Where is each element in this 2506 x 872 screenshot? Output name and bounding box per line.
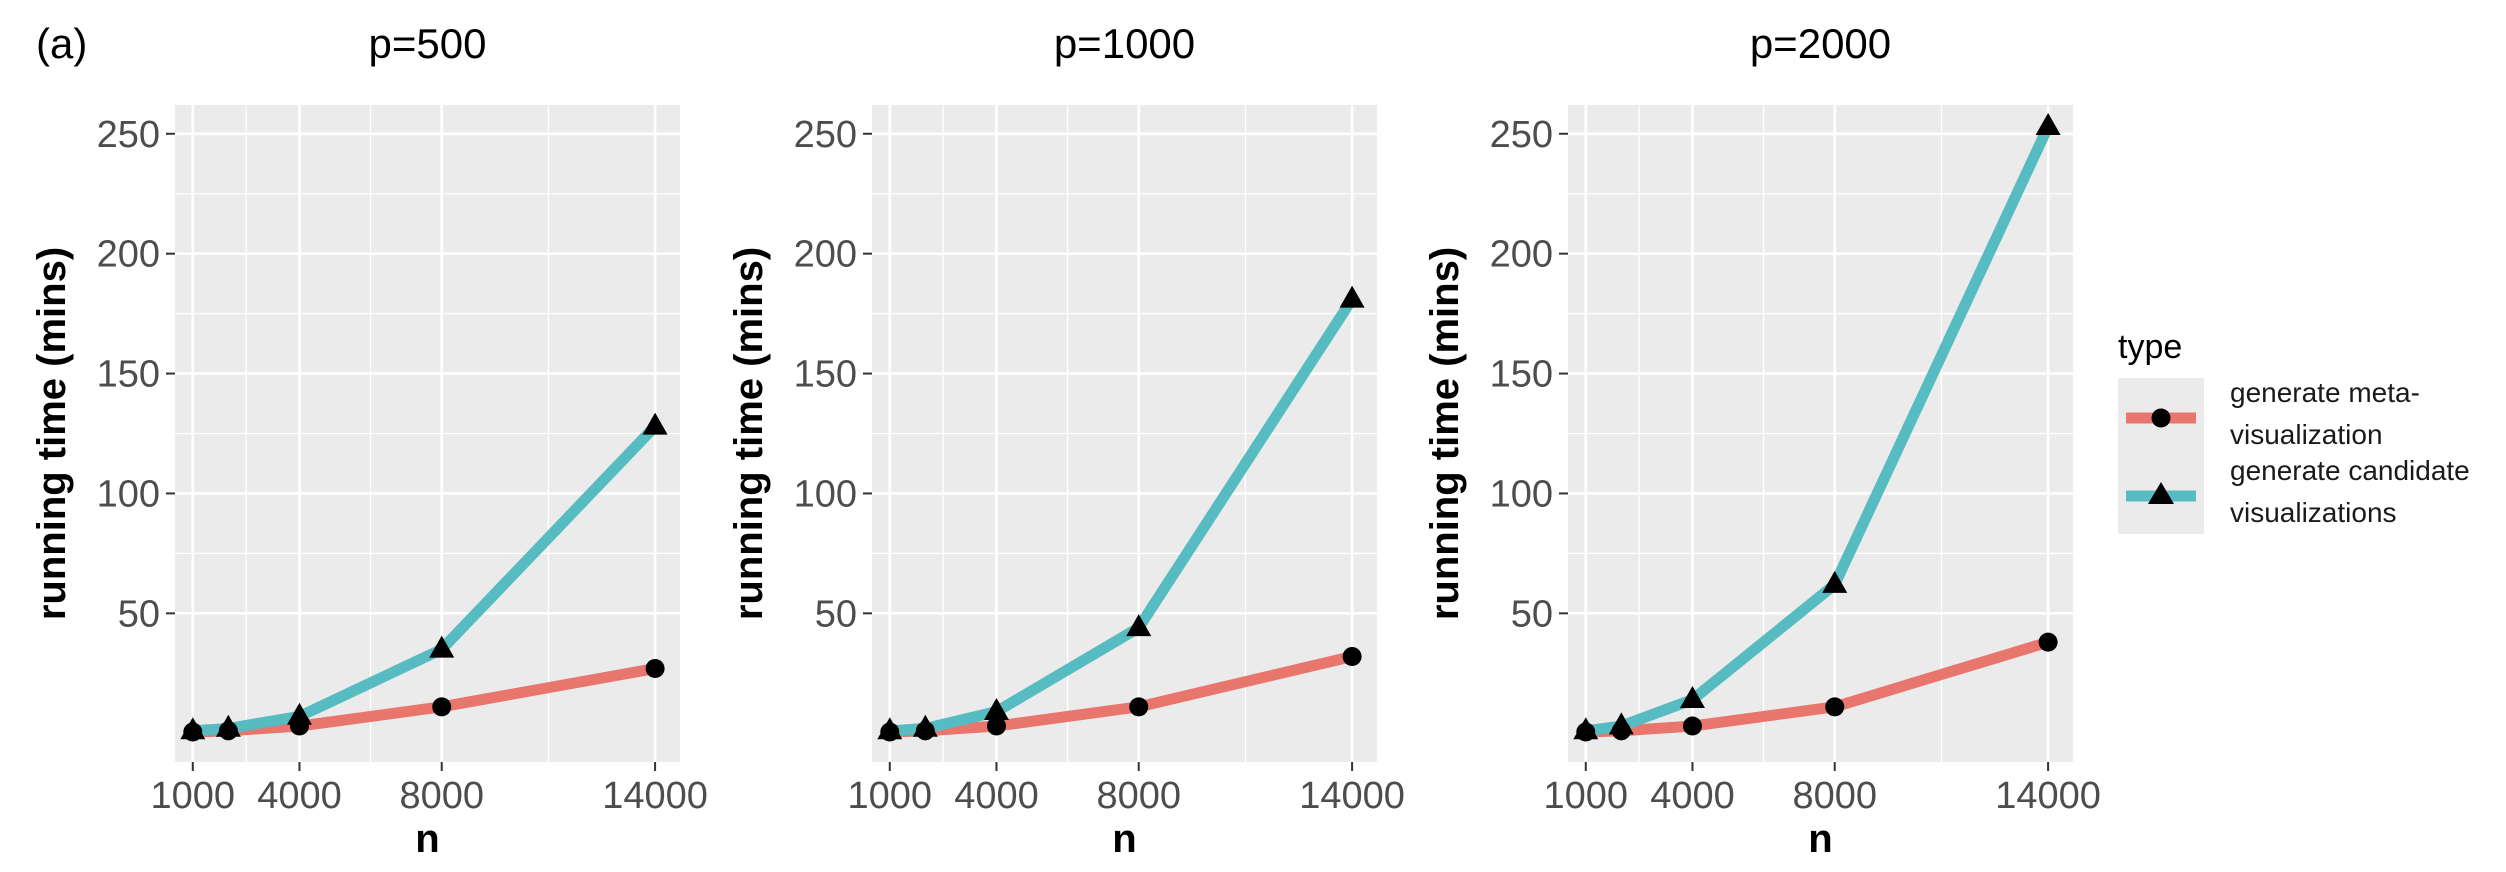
legend-key-background: [2118, 378, 2204, 534]
legend-marker-triangle: [2148, 482, 2174, 504]
data-point-circle: [2038, 632, 2058, 652]
y-tick-label: 50: [1511, 593, 1553, 635]
x-axis-title: n: [1112, 817, 1136, 861]
x-tick-label: 1000: [848, 775, 933, 817]
y-tick-label: 200: [794, 234, 857, 276]
data-point-circle: [1342, 646, 1362, 666]
y-tick-label: 100: [97, 473, 160, 515]
data-point-triangle: [1573, 717, 1599, 740]
data-point-triangle: [1822, 570, 1848, 593]
x-tick-label: 1000: [1544, 775, 1629, 817]
data-point-triangle: [429, 635, 455, 658]
data-point-triangle: [2035, 112, 2061, 135]
data-point-circle: [1682, 716, 1702, 736]
y-tick-label: 250: [794, 114, 857, 156]
panel-title: p=1000: [1054, 20, 1195, 67]
data-point-circle: [986, 716, 1006, 736]
y-tick-label: 50: [815, 593, 857, 635]
y-axis-title: running time (mins): [1423, 247, 1467, 620]
legend-item-2: generate candidate visualizations: [2126, 455, 2470, 528]
legend-label-line1: generate candidate: [2230, 455, 2470, 486]
x-tick-label: 14000: [1299, 775, 1405, 817]
x-tick-label: 4000: [954, 775, 1039, 817]
data-point-triangle: [215, 714, 241, 737]
x-tick-label: 8000: [1792, 775, 1877, 817]
data-point-triangle: [642, 412, 668, 435]
y-tick-label: 200: [1490, 234, 1553, 276]
data-point-triangle: [286, 702, 312, 725]
y-axis-title: running time (mins): [30, 247, 74, 620]
data-point-triangle: [1679, 686, 1705, 709]
panel-label: (a): [36, 20, 87, 67]
y-axis-title: running time (mins): [727, 247, 771, 620]
legend-title: type: [2118, 328, 2182, 366]
data-point-circle: [645, 658, 665, 678]
legend-item-1: generate meta-visualization: [2126, 377, 2420, 450]
legend-label-line2: visualizations: [2230, 497, 2397, 528]
data-point-triangle: [180, 717, 206, 740]
chart-panel-3: 50 100 150 200 250 1000 4000 8000 14000 p=2000 n ru…: [1423, 20, 2101, 861]
x-axis-title: n: [415, 817, 439, 861]
x-tick-label: 4000: [1650, 775, 1735, 817]
x-tick-label: 4000: [257, 775, 342, 817]
data-point-triangle: [1608, 712, 1634, 735]
y-tick-label: 150: [97, 354, 160, 396]
y-tick-label: 250: [97, 114, 160, 156]
x-tick-label: 1000: [151, 775, 236, 817]
data-point-circle: [432, 697, 452, 717]
x-tick-label: 14000: [602, 775, 708, 817]
panel-title: p=500: [369, 20, 487, 67]
x-axis-title: n: [1808, 817, 1832, 861]
panels: 50 100 150 200 250 1000 4000 8000 14000 p=500 n run…: [30, 20, 2101, 861]
x-tick-label: 8000: [399, 775, 484, 817]
legend-label-line1: generate meta-: [2230, 377, 2420, 408]
data-point-triangle: [983, 698, 1009, 721]
data-point-circle: [1825, 697, 1845, 717]
x-tick-label: 14000: [1995, 775, 2101, 817]
y-tick-label: 250: [1490, 114, 1553, 156]
data-point-triangle: [1126, 614, 1152, 637]
y-tick-label: 100: [794, 473, 857, 515]
legend-marker-circle: [2151, 408, 2171, 428]
y-tick-label: 100: [1490, 473, 1553, 515]
data-point-triangle: [877, 717, 903, 740]
panel-title: p=2000: [1750, 20, 1891, 67]
y-tick-label: 150: [1490, 354, 1553, 396]
data-point-triangle: [912, 714, 938, 737]
chart-panel-2: 50 100 150 200 250 1000 4000 8000 14000 p=1000 n ru…: [727, 20, 1405, 861]
x-tick-label: 8000: [1096, 775, 1181, 817]
data-point-triangle: [1339, 285, 1365, 308]
y-tick-label: 200: [97, 234, 160, 276]
chart-panel-1: 50 100 150 200 250 1000 4000 8000 14000 p=500 n run…: [30, 20, 708, 861]
data-point-circle: [1129, 697, 1149, 717]
y-tick-label: 150: [794, 354, 857, 396]
y-tick-label: 50: [118, 593, 160, 635]
legend-label-line2: visualization: [2230, 419, 2383, 450]
